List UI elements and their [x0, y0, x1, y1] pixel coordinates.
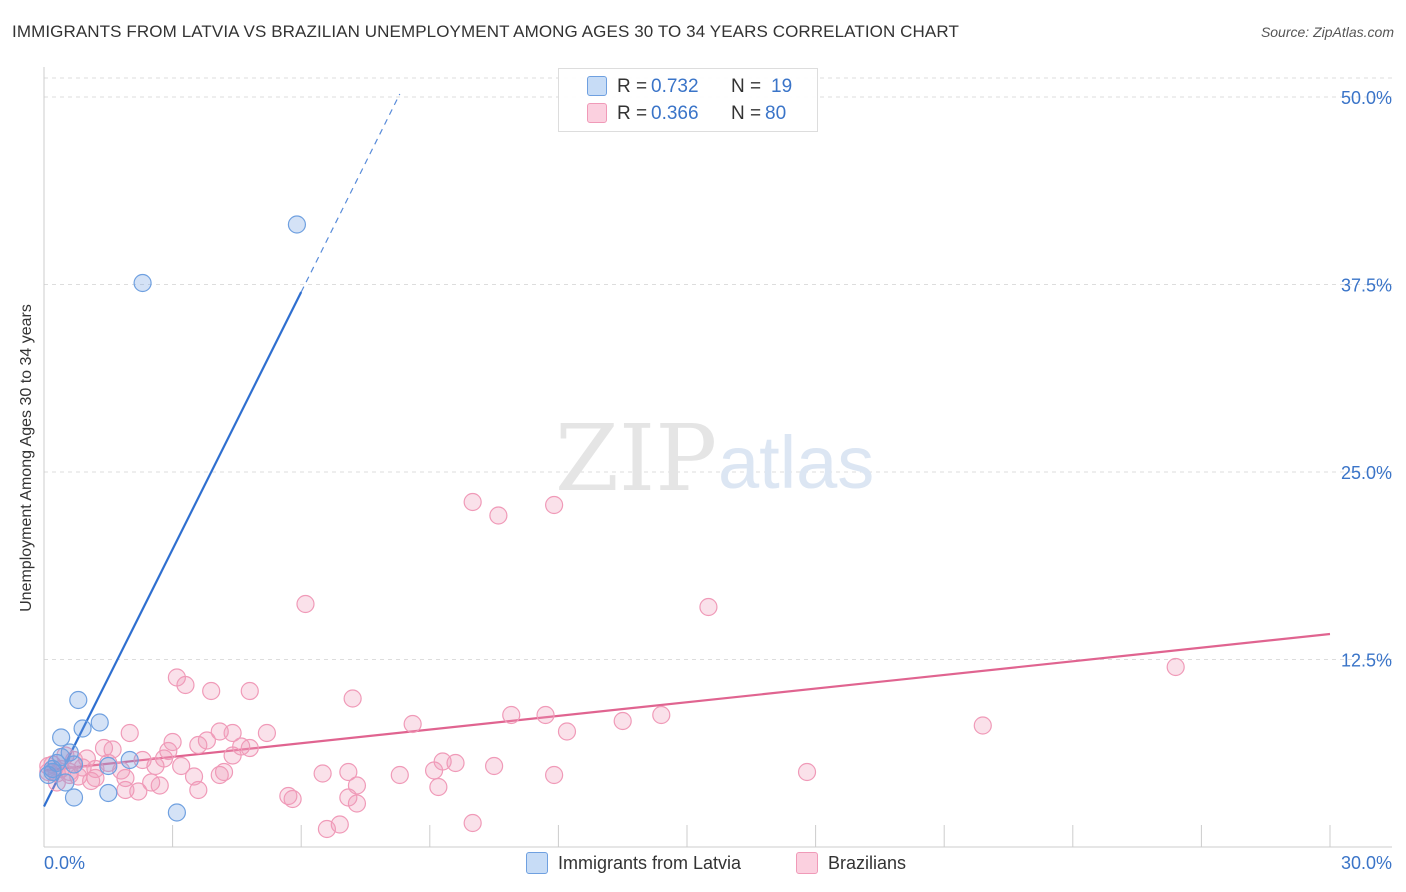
brazil-r-value: 0.366 — [651, 103, 699, 124]
brazil-point — [120, 723, 139, 743]
latvia-point — [73, 719, 92, 738]
latvia-r-value: 0.732 — [651, 76, 699, 97]
brazil-point — [197, 731, 216, 750]
latvia-point — [90, 713, 109, 732]
brazil-point — [214, 762, 234, 782]
latvia-r-label: R = — [617, 76, 648, 97]
legend-brazil-label: Brazilians — [828, 852, 907, 873]
brazil-point — [502, 705, 521, 725]
brazil-swatch — [587, 103, 607, 123]
brazil-point — [797, 762, 817, 782]
tick-labels: 12.5% 25.0% 37.5% 50.0% 0.0% 30.0% — [44, 88, 1392, 873]
brazil-point — [257, 723, 277, 743]
brazil-point — [652, 705, 671, 725]
y-tick-label: 37.5% — [1341, 276, 1392, 296]
brazil-point — [240, 738, 259, 758]
latvia-point — [52, 728, 71, 747]
brazil-point — [296, 594, 315, 614]
brazil-point — [699, 597, 718, 617]
latvia-n-value: 19 — [771, 76, 793, 97]
legend-item-latvia: Immigrants from Latvia — [526, 852, 741, 874]
latvia-point — [64, 755, 84, 774]
brazil-point — [189, 735, 208, 755]
brazil-point — [446, 753, 465, 773]
brazil-n-label: N = — [731, 103, 762, 124]
brazil-point — [189, 780, 208, 800]
latvia-point — [69, 690, 88, 710]
latvia-point — [120, 750, 139, 770]
brazil-point — [489, 506, 508, 525]
brazil-point — [313, 764, 332, 783]
watermark-atlas: atlas — [718, 421, 874, 504]
legend-item-brazil: Brazilians — [796, 852, 906, 874]
brazil-point — [317, 819, 337, 839]
brazil-point — [202, 681, 221, 701]
brazil-point — [339, 762, 358, 782]
brazil-point — [184, 767, 204, 786]
chart-title: IMMIGRANTS FROM LATVIA VS BRAZILIAN UNEM… — [12, 22, 959, 41]
brazil-point — [172, 756, 191, 776]
latvia-point — [56, 773, 75, 792]
legend-latvia-label: Immigrants from Latvia — [558, 852, 742, 873]
y-tick-label: 25.0% — [1341, 463, 1392, 483]
brazil-point — [347, 794, 367, 813]
y-tick-label: 12.5% — [1341, 651, 1392, 671]
gridlines — [44, 77, 1392, 660]
brazil-point — [103, 740, 122, 759]
latvia-points — [39, 215, 307, 822]
correlation-legend: R = 0.732 N = 19 R = 0.366 N = 80 — [558, 68, 818, 132]
brazil-point — [390, 765, 409, 785]
brazil-point — [163, 732, 182, 752]
latvia-point — [167, 803, 186, 822]
brazil-point — [116, 780, 135, 800]
latvia-n-label: N = — [731, 76, 762, 97]
legend-latvia-swatch — [526, 852, 548, 874]
brazil-point — [403, 714, 422, 734]
latvia-point — [43, 762, 62, 782]
watermark: ZIP atlas — [555, 405, 874, 512]
brazil-points — [39, 492, 1185, 839]
brazil-point — [1166, 657, 1185, 677]
brazil-point — [545, 495, 564, 515]
axes — [43, 67, 1392, 848]
brazil-point — [283, 789, 302, 809]
x-tick-label: 0.0% — [44, 853, 85, 873]
watermark-zip: ZIP — [555, 405, 717, 512]
latvia-point — [99, 756, 118, 776]
latvia-point — [99, 783, 118, 803]
brazil-point — [463, 492, 482, 512]
brazil-point — [463, 813, 482, 833]
x-tick-label: 30.0% — [1341, 853, 1392, 873]
brazil-point — [973, 716, 992, 735]
latvia-point — [133, 273, 152, 293]
brazil-r-label: R = — [617, 103, 648, 124]
brazil-point — [343, 689, 362, 708]
brazil-point — [429, 777, 448, 797]
latvia-point — [287, 215, 307, 234]
latvia-trend-extension — [300, 93, 401, 293]
brazil-point — [176, 675, 195, 695]
brazil-point — [424, 761, 444, 780]
brazil-point — [485, 756, 504, 776]
latvia-point — [64, 788, 84, 807]
y-axis-label: Unemployment Among Ages 30 to 34 years — [18, 304, 35, 612]
brazil-point — [223, 723, 242, 743]
y-tick-label: 50.0% — [1341, 88, 1392, 108]
latvia-point — [60, 743, 79, 762]
brazil-point — [545, 765, 564, 785]
brazil-point — [86, 768, 105, 788]
brazil-point — [154, 749, 174, 768]
brazil-point — [240, 681, 259, 701]
brazil-point — [557, 722, 577, 741]
source-label: Source: ZipAtlas.com — [1260, 24, 1394, 40]
brazil-point — [613, 711, 632, 731]
brazil-point — [223, 746, 242, 765]
brazil-point — [150, 776, 169, 795]
legend-brazil-swatch — [796, 852, 818, 874]
brazil-point — [536, 705, 555, 725]
brazil-n-value: 80 — [765, 103, 787, 124]
latvia-swatch — [587, 76, 607, 96]
